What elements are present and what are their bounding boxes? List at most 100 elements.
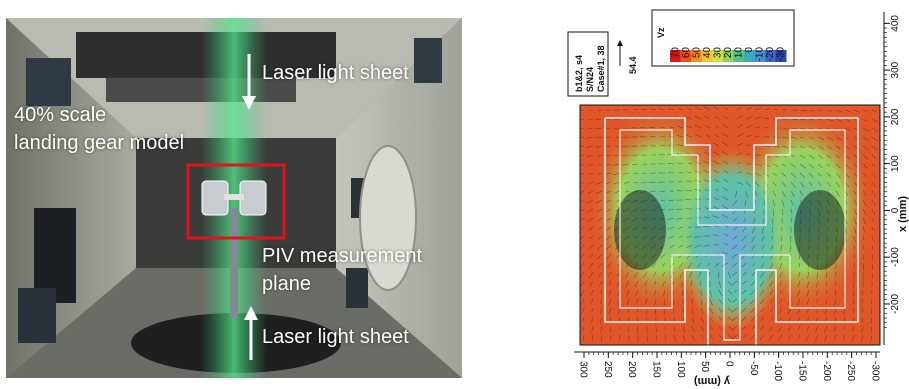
vector-arrow — [688, 271, 693, 278]
vector-arrow — [591, 298, 594, 304]
vector-arrow — [685, 134, 693, 138]
vector-arrow — [808, 226, 811, 234]
vector-arrow — [652, 262, 657, 268]
vector-arrow — [723, 116, 729, 120]
vector-arrow — [862, 262, 864, 270]
vector-arrow — [790, 217, 792, 223]
vector-arrow — [787, 307, 792, 315]
vector-arrow — [714, 179, 720, 183]
vector-arrow — [633, 181, 639, 184]
vector-arrow — [678, 108, 684, 111]
vector-arrow — [703, 226, 711, 228]
vector-arrow — [797, 307, 801, 314]
vector-arrow — [761, 244, 765, 250]
vector-arrow — [768, 334, 774, 341]
vector-arrow — [660, 136, 666, 138]
vector-arrow — [826, 271, 828, 279]
vector-arrow — [722, 252, 729, 255]
vector-arrow — [595, 136, 603, 139]
vector-arrow — [751, 316, 756, 322]
vector-arrow — [781, 208, 784, 216]
vector-arrow — [721, 205, 729, 210]
tunnel-illustration — [6, 18, 462, 378]
vector-arrow — [700, 280, 702, 286]
vector-arrow — [798, 253, 801, 260]
vector-arrow — [581, 298, 585, 305]
vector-arrow — [745, 115, 753, 120]
vector-arrow — [844, 118, 852, 122]
vector-arrow — [587, 190, 594, 194]
vector-arrow — [808, 163, 815, 169]
vector-arrow — [712, 215, 720, 219]
vector-arrow — [667, 144, 675, 147]
vector-arrow — [640, 208, 648, 212]
vector-arrow — [643, 271, 648, 278]
vector-arrow — [681, 289, 684, 296]
vector-arrow — [816, 298, 819, 304]
vector-arrow — [727, 316, 733, 322]
vector-arrow — [871, 217, 875, 223]
vector-arrow — [723, 179, 729, 183]
vector-arrow — [806, 316, 810, 322]
vector-arrow — [817, 136, 825, 141]
colorbar-swatch — [722, 50, 734, 62]
vector-arrow — [853, 127, 858, 131]
vector-arrow — [799, 181, 805, 188]
vector-arrow — [700, 334, 704, 340]
vector-arrow — [636, 307, 639, 313]
vector-arrow — [787, 325, 792, 332]
vector-arrow — [835, 190, 840, 197]
vector-arrow — [586, 208, 594, 213]
vector-arrow — [808, 181, 813, 187]
vector-arrow — [844, 145, 850, 150]
vector-arrow — [733, 289, 738, 293]
vector-arrow — [580, 244, 585, 249]
vector-arrow — [825, 280, 828, 287]
vector-arrow — [750, 307, 756, 313]
vector-arrow — [806, 298, 810, 305]
vector-arrow — [678, 262, 684, 269]
vector-arrow — [817, 154, 824, 160]
vector-arrow — [750, 298, 756, 305]
vector-arrow — [723, 233, 729, 237]
vector-arrow — [625, 271, 630, 278]
vector-arrow — [718, 307, 723, 313]
vector-arrow — [618, 307, 621, 315]
vector-arrow — [745, 125, 753, 129]
vector-arrow — [835, 163, 841, 169]
vector-arrow — [634, 235, 639, 239]
vector-arrow — [799, 208, 802, 214]
vector-arrow — [591, 334, 594, 342]
vector-arrow — [623, 208, 630, 213]
vector-arrow — [663, 298, 666, 306]
vector-arrow — [853, 109, 860, 113]
vector-arrow — [727, 289, 733, 295]
vector-arrow — [799, 190, 804, 196]
vector-arrow — [614, 217, 621, 222]
vector-arrow — [598, 271, 603, 278]
x-tick-label: 250 — [602, 361, 613, 378]
vector-arrow — [712, 151, 720, 156]
vector-arrow — [763, 199, 766, 206]
vector-arrow — [790, 145, 796, 148]
vector-arrow — [862, 208, 867, 216]
vector-arrow — [799, 226, 801, 234]
vector-arrow — [588, 262, 594, 269]
vector-arrow — [736, 115, 743, 120]
vector-arrow — [835, 145, 841, 149]
vector-arrow — [659, 126, 666, 129]
vector-arrow — [703, 216, 711, 219]
vector-arrow — [807, 271, 810, 279]
colorbar-swatch — [701, 50, 713, 62]
vector-arrow — [799, 199, 802, 205]
vector-arrow — [588, 118, 594, 120]
colorbar-swatch — [754, 50, 766, 62]
vector-arrow — [633, 262, 639, 269]
colorbar-tick: 50 — [691, 47, 702, 59]
vector-arrow — [696, 153, 702, 156]
vector-arrow — [713, 106, 720, 111]
vector-arrow — [870, 325, 873, 333]
label-piv-line1: PIV measurement — [262, 245, 423, 267]
vector-arrow — [862, 145, 869, 151]
x-tick-label: -100 — [772, 361, 783, 381]
